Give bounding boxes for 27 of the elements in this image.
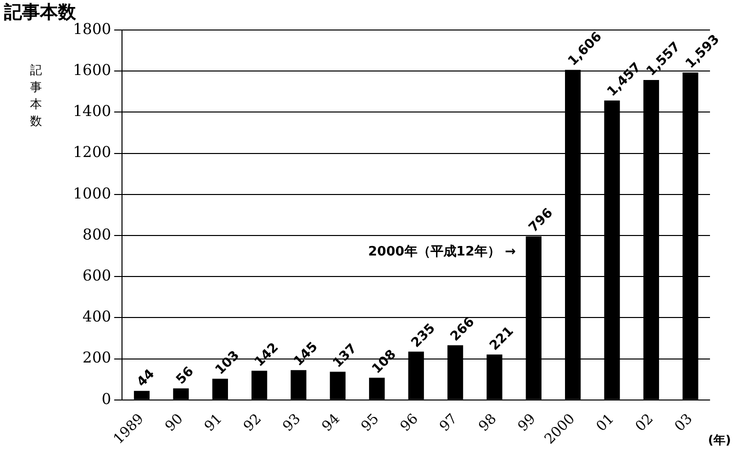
y-axis-title: 記事本数 — [30, 62, 42, 130]
x-tick-label: 98 — [476, 410, 500, 435]
x-tick-label: 99 — [515, 410, 540, 435]
y-tick-label: 1400 — [72, 102, 112, 120]
x-tick-label: 93 — [280, 410, 304, 435]
x-tick-label: 95 — [358, 410, 382, 435]
x-tick-label: 91 — [202, 410, 226, 435]
x-tick-label: 97 — [436, 410, 461, 435]
y-tick-label: 800 — [82, 225, 112, 244]
x-tick-label: 90 — [162, 410, 186, 435]
x-tick-label: 03 — [672, 410, 696, 435]
y-tick-label: 1200 — [72, 143, 112, 162]
x-tick-label: 96 — [398, 410, 422, 435]
x-tick-label: 92 — [240, 410, 265, 435]
y-tick-label: 1600 — [72, 60, 112, 79]
data-label: 56 — [174, 364, 197, 388]
x-tick-label: 02 — [632, 410, 657, 435]
x-tick-label: 01 — [594, 410, 618, 435]
annotation: 2000年（平成12年） → — [368, 244, 516, 260]
y-tick-label: 1000 — [72, 184, 112, 202]
y-tick-label: 600 — [82, 266, 112, 285]
data-label: 44 — [134, 366, 158, 390]
y-tick-label: 200 — [82, 348, 112, 367]
x-tick-label: 94 — [319, 410, 344, 435]
y-tick-label: 0 — [102, 390, 112, 408]
y-tick-label: 400 — [82, 308, 112, 326]
x-axis-title: (年) — [708, 432, 731, 449]
